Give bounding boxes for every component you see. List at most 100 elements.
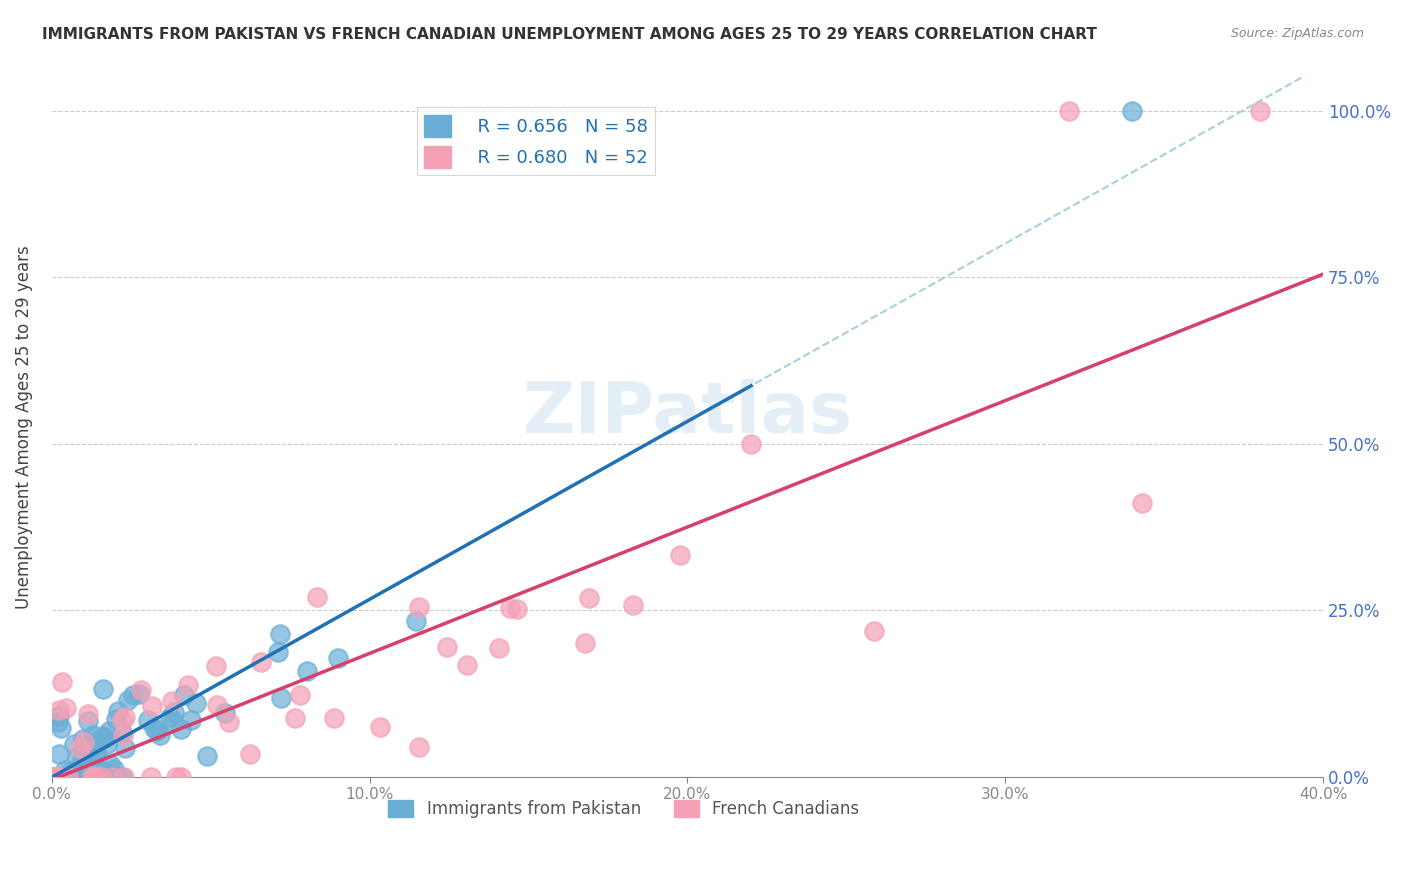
Point [506, 602, 529, 616]
Point [405, 614, 427, 628]
Point [323, 711, 346, 725]
Point [142, 721, 165, 735]
Point [117, 693, 139, 707]
Point [41, 770, 63, 784]
Point [112, 770, 135, 784]
Point [84, 770, 107, 784]
Point [288, 688, 311, 702]
Point [269, 627, 291, 641]
Point [1249, 103, 1271, 118]
Point [160, 694, 183, 708]
Point [90, 770, 112, 784]
Point [55, 701, 77, 715]
Point [131, 683, 153, 698]
Point [70, 753, 93, 767]
Point [184, 697, 207, 711]
Point [96, 738, 118, 752]
Point [112, 728, 135, 742]
Point [111, 724, 134, 739]
Point [180, 713, 202, 727]
Point [862, 624, 884, 639]
Point [408, 600, 430, 615]
Point [121, 689, 143, 703]
Point [82, 770, 104, 784]
Point [76, 706, 98, 721]
Point [98, 767, 121, 781]
Point [49, 722, 72, 736]
Point [326, 651, 349, 665]
Point [103, 762, 125, 776]
Point [162, 714, 184, 728]
Point [58, 770, 80, 784]
Point [107, 770, 129, 784]
Point [86, 747, 108, 761]
Point [51, 675, 73, 690]
Point [46, 770, 69, 784]
Point [44, 770, 66, 784]
Point [250, 655, 273, 669]
Point [163, 705, 186, 719]
Point [91, 729, 114, 743]
Text: ZIPatlas: ZIPatlas [523, 379, 852, 448]
Point [53, 763, 76, 777]
Point [368, 720, 391, 734]
Point [499, 600, 522, 615]
Point [101, 770, 124, 784]
Point [141, 770, 163, 784]
Point [93, 764, 115, 779]
Point [111, 770, 134, 784]
Point [574, 636, 596, 650]
Point [48, 703, 70, 717]
Point [84, 747, 107, 761]
Legend: Immigrants from Pakistan, French Canadians: Immigrants from Pakistan, French Canadia… [381, 793, 866, 824]
Point [82, 770, 104, 784]
Point [239, 747, 262, 761]
Point [159, 709, 181, 723]
Point [669, 548, 692, 562]
Point [177, 677, 200, 691]
Point [72, 732, 94, 747]
Point [456, 658, 478, 673]
Point [62, 737, 84, 751]
Point [84, 750, 107, 764]
Point [218, 715, 240, 730]
Point [740, 437, 762, 451]
Point [98, 756, 121, 771]
Point [98, 724, 121, 739]
Point [128, 687, 150, 701]
Point [42, 770, 65, 784]
Point [91, 681, 114, 696]
Point [1057, 103, 1080, 118]
Point [48, 709, 70, 723]
Point [621, 598, 644, 612]
Point [46, 770, 69, 784]
Point [214, 706, 236, 721]
Point [270, 690, 292, 705]
Point [49, 770, 72, 784]
Point [69, 740, 91, 755]
Point [1130, 495, 1153, 509]
Point [284, 711, 307, 725]
Point [84, 733, 107, 747]
Point [103, 770, 125, 784]
Point [107, 704, 129, 718]
Point [141, 699, 163, 714]
Point [295, 664, 318, 678]
Y-axis label: Unemployment Among Ages 25 to 29 years: Unemployment Among Ages 25 to 29 years [15, 245, 32, 609]
Point [408, 740, 430, 755]
Point [436, 640, 458, 654]
Point [165, 770, 187, 784]
Point [73, 735, 96, 749]
Text: IMMIGRANTS FROM PAKISTAN VS FRENCH CANADIAN UNEMPLOYMENT AMONG AGES 25 TO 29 YEA: IMMIGRANTS FROM PAKISTAN VS FRENCH CANAD… [42, 27, 1097, 42]
Point [111, 713, 134, 727]
Point [46, 715, 69, 730]
Point [48, 747, 70, 761]
Point [66, 749, 89, 764]
Point [266, 645, 288, 659]
Point [204, 659, 226, 673]
Point [1121, 103, 1143, 118]
Point [105, 713, 128, 727]
Point [170, 770, 193, 784]
Point [169, 722, 191, 736]
Text: Source: ZipAtlas.com: Source: ZipAtlas.com [1230, 27, 1364, 40]
